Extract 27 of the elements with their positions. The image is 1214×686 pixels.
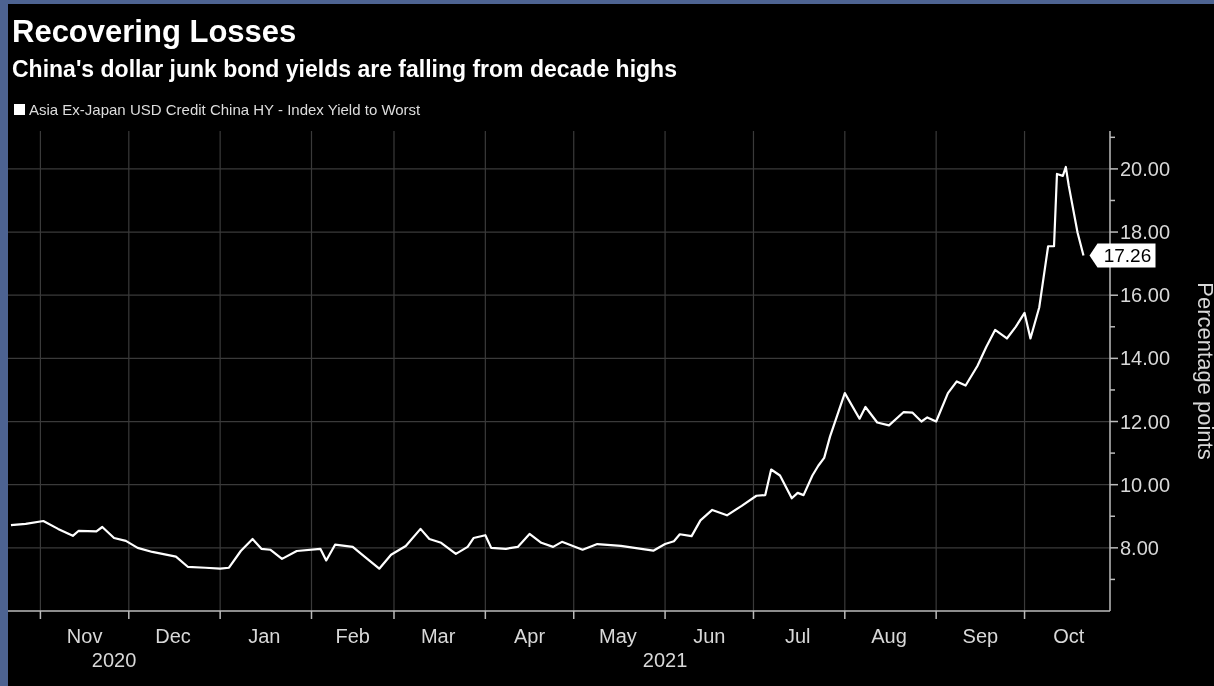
x-tick-label: Nov — [66, 625, 103, 647]
x-tick-label: Sep — [962, 625, 999, 647]
x-tick-label: Jan — [248, 625, 281, 647]
text: 2021 — [642, 649, 688, 671]
y-tick-label: 16.00 — [1120, 284, 1171, 307]
x-tick-label: Oct — [1053, 625, 1085, 647]
y-tick-label: 10.00 — [1120, 473, 1171, 496]
x-tick-label: Mar — [420, 625, 456, 647]
chart-title: Recovering Losses — [12, 14, 297, 50]
x-tick-label: Jun — [693, 625, 726, 647]
x-tick-label: Apr — [513, 625, 546, 647]
y-tick-label: 8.00 — [1120, 536, 1159, 559]
x-tick-label: May — [599, 625, 637, 647]
text: 2020 — [91, 649, 137, 671]
data-label: 17.26 — [1103, 245, 1152, 267]
chart-subtitle: China's dollar junk bond yields are falling from decade highs — [12, 56, 677, 83]
x-tick-label: Feb — [335, 625, 370, 647]
y-tick-label: 20.00 — [1120, 157, 1171, 180]
y-tick-label: 14.00 — [1120, 347, 1171, 370]
legend-label: Asia Ex-Japan USD Credit China HY - Index Yield to Worst — [29, 101, 421, 118]
y-axis-title: Percentage points — [1193, 282, 1214, 460]
y-tick-label: 12.00 — [1120, 410, 1171, 433]
x-tick-label: Aug — [871, 625, 907, 647]
x-tick-label: Dec — [155, 625, 191, 647]
x-tick-label: Jul — [784, 625, 811, 647]
line-series — [9, 165, 1085, 570]
y-tick-label: 18.00 — [1120, 221, 1171, 244]
